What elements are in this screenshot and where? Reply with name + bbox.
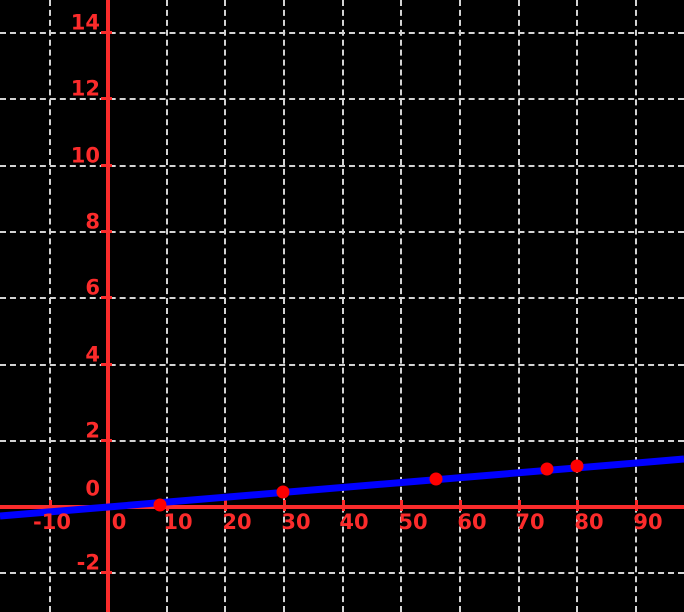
gridline-vertical-x90 — [635, 0, 637, 612]
x-tick-label-50: 50 — [398, 510, 428, 534]
x-tick-label-90: 90 — [633, 510, 663, 534]
y-tick-14 — [101, 31, 112, 34]
gridline-vertical-x40 — [342, 0, 344, 612]
gridline-vertical-x80 — [576, 0, 578, 612]
y-tick-8 — [101, 230, 112, 233]
y-tick-2 — [101, 439, 112, 442]
y-tick-label-4: 4 — [85, 342, 100, 367]
x-tick-90 — [635, 500, 638, 511]
x-tick-label-60: 60 — [457, 510, 487, 534]
data-point — [570, 459, 584, 473]
gridline-vertical-x50 — [400, 0, 402, 612]
y-tick-12 — [101, 97, 112, 100]
y-tick-label-10: 10 — [70, 143, 100, 168]
y-tick-6 — [101, 296, 112, 299]
y-tick-label-6: 6 — [85, 275, 100, 300]
x-tick-80 — [576, 500, 579, 511]
x-tick-40 — [342, 500, 345, 511]
x-tick-label-20: 20 — [222, 510, 252, 534]
y-tick-label-14: 14 — [70, 10, 100, 35]
data-point — [540, 462, 554, 476]
x-tick-50 — [400, 500, 403, 511]
x-tick-20 — [224, 500, 227, 511]
gridline-horizontal-y14 — [0, 32, 684, 34]
y-axis-line — [106, 0, 110, 612]
gridline-vertical-x60 — [459, 0, 461, 612]
x-tick-neg10 — [49, 500, 52, 511]
y-tick-4 — [101, 363, 112, 366]
y-tick-label-12: 12 — [70, 76, 100, 101]
gridline-vertical-xneg10 — [49, 0, 51, 612]
gridline-horizontal-y4 — [0, 364, 684, 366]
gridline-horizontal-y6 — [0, 297, 684, 299]
y-tick-label-0: 0 — [85, 476, 100, 501]
gridline-vertical-x10 — [166, 0, 168, 612]
x-tick-60 — [459, 500, 462, 511]
x-tick-label-neg10: -10 — [33, 510, 71, 534]
y-tick-label-2: 2 — [85, 418, 100, 443]
data-point — [276, 485, 290, 499]
x-tick-label-0: 0 — [111, 510, 127, 534]
x-tick-70 — [518, 500, 521, 511]
x-tick-label-30: 30 — [281, 510, 311, 534]
x-tick-label-70: 70 — [515, 510, 545, 534]
y-tick-10 — [101, 164, 112, 167]
x-tick-30 — [283, 500, 286, 511]
gridline-vertical-x70 — [518, 0, 520, 612]
x-tick-label-10: 10 — [163, 510, 193, 534]
gridline-horizontal-y12 — [0, 98, 684, 100]
gridline-vertical-x20 — [224, 0, 226, 612]
gridline-vertical-x30 — [283, 0, 285, 612]
gridline-horizontal-y10 — [0, 165, 684, 167]
x-tick-label-80: 80 — [574, 510, 604, 534]
y-tick-neg2 — [101, 571, 112, 574]
gridline-horizontal-y8 — [0, 231, 684, 233]
gridline-horizontal-y2 — [0, 440, 684, 442]
y-tick-label-8: 8 — [85, 209, 100, 234]
data-point — [429, 472, 443, 486]
gridline-horizontal-yneg2 — [0, 572, 684, 574]
data-point — [153, 498, 167, 512]
y-tick-label-neg2: -2 — [76, 550, 100, 575]
x-tick-label-40: 40 — [339, 510, 369, 534]
